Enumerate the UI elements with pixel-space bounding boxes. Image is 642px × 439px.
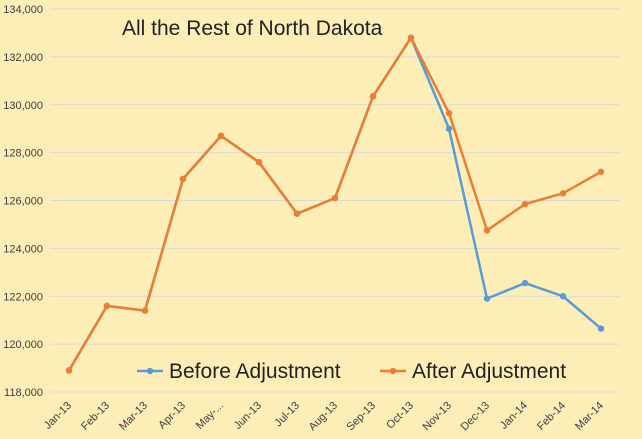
data-point [65,367,73,374]
data-point [597,325,605,332]
data-point [521,200,529,208]
gridlines [50,8,620,393]
data-point [369,93,377,100]
data-point [179,175,187,183]
y-axis-tick-labels: 118,000 120,000 122,000 124,000 126,000 128,0… [3,4,43,399]
y-tick-label: 124,000 [3,243,43,255]
data-point [597,168,605,175]
y-tick-label: 128,000 [3,148,43,160]
y-tick-label: 134,000 [3,4,43,16]
data-point [255,159,263,166]
legend-entry-1: Before Adjustment [137,360,341,383]
legend-label: After Adjustment [412,360,566,383]
data-point [445,125,453,132]
y-tick-label: 126,000 [3,196,43,208]
data-point [407,34,415,41]
data-point [559,190,567,197]
chart-title: All the Rest of North Dakota [122,17,383,40]
series-layer [65,34,605,374]
series-2 [65,34,605,374]
data-point [331,194,339,202]
legend-marker [146,367,154,375]
y-tick-label: 120,000 [3,339,43,351]
data-point [141,307,149,314]
data-point [217,132,225,140]
legend: Before Adjustment After Adjustment [137,360,566,383]
y-tick-label: 130,000 [3,100,43,112]
y-tick-label: 118,000 [4,387,43,399]
data-point [559,293,567,300]
data-point [521,279,529,287]
data-point [293,210,301,217]
y-tick-label: 132,000 [3,52,43,64]
legend-marker [389,367,397,375]
legend-label: Before Adjustment [169,360,341,383]
data-point [483,227,491,234]
legend-entry-2: After Adjustment [380,360,566,383]
data-point [483,295,491,302]
data-point [445,109,453,117]
data-point [103,302,111,310]
y-tick-label: 122,000 [3,291,43,303]
